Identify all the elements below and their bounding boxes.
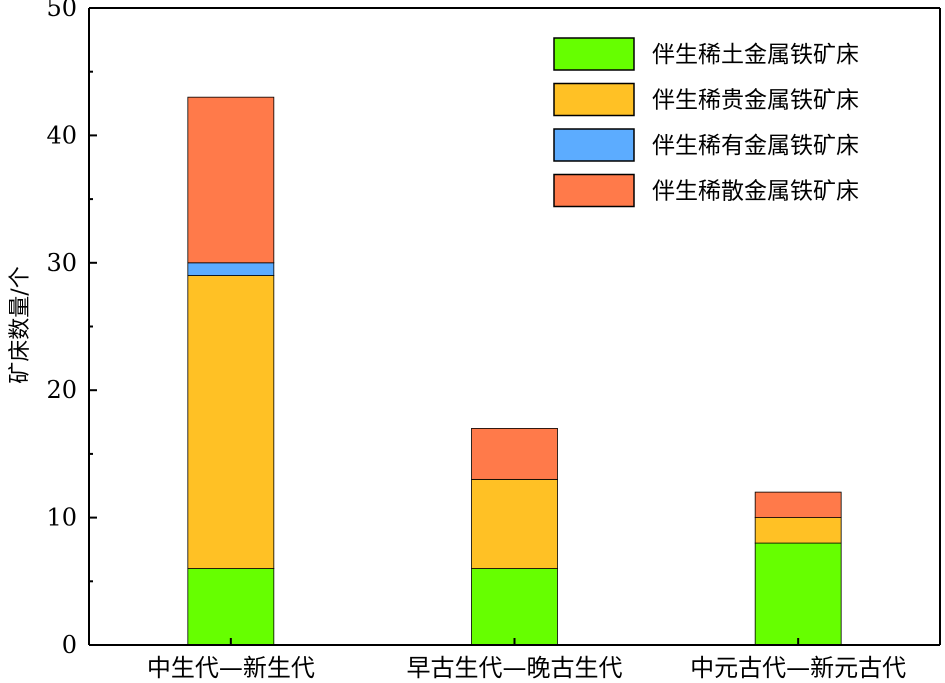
- y-tick-label: 30: [46, 249, 77, 277]
- bar-segment-1-1: [187, 568, 275, 646]
- legend-swatch-4: [553, 173, 635, 208]
- legend-label-1: 伴生稀土金属铁矿床: [652, 42, 859, 68]
- bar-segment-3-1: [754, 542, 842, 646]
- y-tick-label: 50: [46, 0, 77, 22]
- legend-label-3: 伴生稀有金属铁矿床: [652, 133, 859, 159]
- bar-segment-3-4: [754, 491, 842, 518]
- bar-segment-2-1: [471, 568, 558, 646]
- y-tick-label: 40: [46, 121, 77, 149]
- y-tick-label: 10: [46, 504, 77, 532]
- legend-swatch-1: [553, 37, 635, 71]
- legend-label-4: 伴生稀散金属铁矿床: [652, 179, 859, 205]
- x-tick-label: 早古生代—晚古生代: [407, 654, 623, 682]
- legend-label-2: 伴生稀贵金属铁矿床: [652, 88, 859, 114]
- bar-segment-2-4: [471, 428, 558, 480]
- y-tick-label: 0: [62, 631, 77, 659]
- x-tick-label: 中生代—新生代: [147, 654, 315, 682]
- legend-swatch-2: [553, 82, 635, 117]
- axes-layer: 中生代—新生代 早古生代—晚古生代 中元古代—新元古代 0 10 20 30 40 50: [46, 0, 941, 682]
- y-axis-label: 矿床数量/个: [8, 266, 33, 383]
- bar-segment-1-4: [187, 96, 275, 264]
- legend-swatch-3: [553, 128, 635, 162]
- bar-segment-3-2: [754, 517, 842, 544]
- y-axis-label-group: 矿床数量/个: [8, 266, 33, 383]
- bars-layer: [187, 96, 842, 646]
- x-tick-label: 中元古代—新元古代: [690, 654, 906, 682]
- bar-segment-1-3: [187, 262, 275, 276]
- bar-segment-1-2: [187, 275, 275, 569]
- y-tick-label: 20: [46, 376, 77, 404]
- bar-segment-2-2: [471, 478, 558, 569]
